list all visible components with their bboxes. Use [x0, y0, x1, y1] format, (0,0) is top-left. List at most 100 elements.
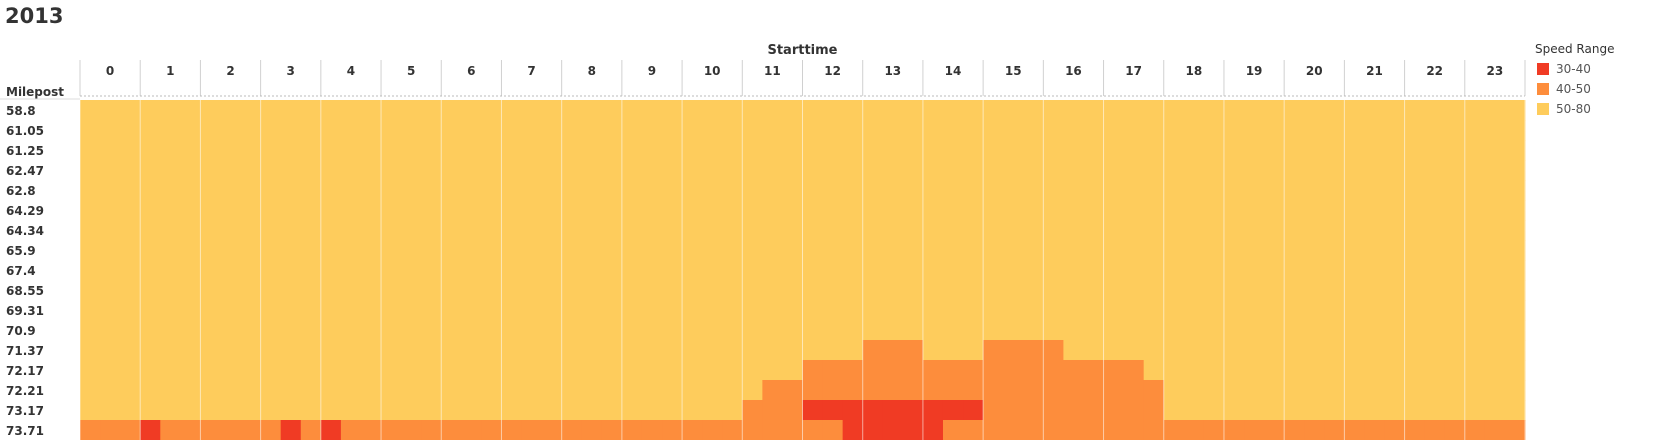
heatmap-cell — [822, 320, 844, 341]
heatmap-cell — [782, 300, 804, 321]
heatmap-cell — [1223, 120, 1245, 141]
heatmap-cell — [340, 420, 362, 440]
heatmap-cell — [180, 260, 202, 281]
heatmap-cell — [1404, 260, 1426, 281]
legend-item-40-50[interactable]: 40-50 — [1535, 79, 1614, 99]
heatmap-cell — [581, 320, 603, 341]
heatmap-cell — [1284, 360, 1305, 381]
heatmap-cell — [1123, 320, 1145, 341]
heatmap-cell — [340, 120, 362, 141]
heatmap-cell — [1003, 280, 1024, 301]
heatmap-cell — [1163, 380, 1185, 401]
heatmap-cell — [902, 180, 924, 201]
x-tick-label: 19 — [1246, 64, 1263, 78]
heatmap-cell — [381, 180, 402, 201]
heatmap-cell — [963, 400, 984, 421]
legend-label: 50-80 — [1556, 102, 1591, 116]
heatmap-cell — [1364, 420, 1386, 440]
heatmap-cell — [942, 320, 964, 341]
heatmap-cell — [320, 380, 342, 401]
heatmap-cell — [1143, 240, 1165, 261]
heatmap-cell — [200, 140, 222, 161]
heatmap-cell — [180, 240, 202, 261]
heatmap-cell — [942, 180, 964, 201]
heatmap-cell — [200, 320, 222, 341]
heatmap-cell — [1324, 240, 1345, 261]
heatmap-cell — [561, 260, 583, 281]
heatmap-cell — [922, 220, 944, 241]
y-tick-label: 73.17 — [6, 404, 44, 418]
heatmap-cell — [742, 260, 763, 281]
heatmap-cell — [340, 260, 362, 281]
heatmap-cell — [842, 400, 864, 421]
heatmap-cell — [240, 120, 262, 141]
heatmap-cell — [1203, 280, 1225, 301]
x-tick-label: 11 — [764, 64, 781, 78]
legend-item-50-80[interactable]: 50-80 — [1535, 99, 1614, 119]
heatmap-cell — [1203, 100, 1225, 121]
heatmap-cell — [381, 140, 402, 161]
heatmap-cell — [1063, 420, 1085, 440]
heatmap-cell — [340, 220, 362, 241]
heatmap-cell — [922, 240, 944, 261]
heatmap-cell — [822, 100, 844, 121]
heatmap-cell — [1223, 180, 1245, 201]
heatmap-cell — [1424, 300, 1446, 321]
legend-item-30-40[interactable]: 30-40 — [1535, 59, 1614, 79]
heatmap-cell — [120, 240, 141, 261]
y-tick-label: 68.55 — [6, 284, 44, 298]
heatmap-cell — [1123, 140, 1145, 161]
heatmap-cell — [641, 220, 663, 241]
heatmap-cell — [621, 280, 643, 301]
heatmap-cell — [762, 300, 784, 321]
heatmap-cell — [180, 300, 202, 321]
heatmap-cell — [802, 420, 824, 440]
heatmap-cell — [641, 380, 663, 401]
heatmap-cell — [641, 200, 663, 221]
heatmap-cell — [1504, 300, 1526, 321]
heatmap-cell — [100, 120, 121, 141]
heatmap-cell — [421, 320, 442, 341]
heatmap-cell — [160, 160, 181, 181]
heatmap-cell — [1103, 120, 1125, 141]
heatmap-cell — [1424, 260, 1446, 281]
heatmap-cell — [1244, 280, 1265, 301]
heatmap-cell — [862, 200, 884, 221]
heatmap-cell — [360, 140, 382, 161]
heatmap-cell — [521, 340, 543, 361]
heatmap-cell — [1324, 340, 1345, 361]
heatmap-cell — [1444, 420, 1466, 440]
heatmap-cell — [742, 200, 763, 221]
heatmap-cell — [220, 380, 242, 401]
heatmap-cell — [1324, 380, 1345, 401]
heatmap-cell — [401, 240, 422, 261]
heatmap-cell — [1083, 320, 1105, 341]
heatmap-cell — [581, 300, 603, 321]
heatmap-cell — [421, 140, 442, 161]
y-tick-label: 71.37 — [6, 344, 44, 358]
heatmap-cell — [1404, 420, 1426, 440]
heatmap-cell — [80, 140, 101, 161]
heatmap-cell — [621, 420, 643, 440]
heatmap-cell — [682, 400, 703, 421]
heatmap-cell — [862, 100, 884, 121]
heatmap-cell — [1364, 120, 1386, 141]
heatmap-cell — [601, 380, 623, 401]
heatmap-cell — [621, 320, 643, 341]
heatmap-cell — [682, 420, 703, 440]
heatmap-cell — [1464, 420, 1486, 440]
heatmap-cell — [762, 280, 784, 301]
heatmap-cell — [421, 400, 442, 421]
heatmap-cell — [1103, 240, 1125, 261]
heatmap-cell — [421, 300, 442, 321]
heatmap-cell — [1043, 200, 1065, 221]
heatmap-cell — [1424, 240, 1446, 261]
heatmap-cell — [381, 340, 402, 361]
heatmap-cell — [561, 220, 583, 241]
heatmap-cell — [762, 360, 784, 381]
heatmap-cell — [100, 360, 121, 381]
heatmap-cell — [461, 220, 482, 241]
heatmap-cell — [1123, 340, 1145, 361]
heatmap-cell — [441, 280, 462, 301]
heatmap-cell — [1163, 340, 1185, 361]
